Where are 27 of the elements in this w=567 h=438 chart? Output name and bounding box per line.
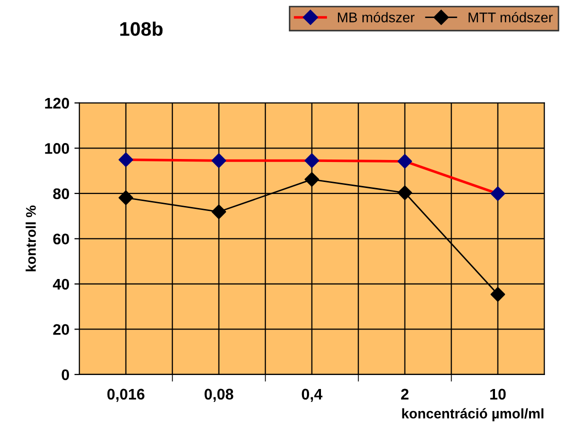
y-tick-label: 60 <box>53 234 70 244</box>
y-tick-label: 100 <box>45 143 70 154</box>
point <box>398 154 412 169</box>
point <box>118 190 134 206</box>
x-tick-label: 2 <box>401 388 408 400</box>
y-tick-label: 120 <box>45 98 70 109</box>
point <box>212 204 226 220</box>
x-tick-label: 0,4 <box>302 388 322 402</box>
legend-label: MB módszer <box>338 12 415 22</box>
point <box>304 172 320 187</box>
y-tick-label: 40 <box>52 278 70 290</box>
legend-label: MTT módszer <box>468 12 553 22</box>
y-tick-label: 80 <box>53 188 70 200</box>
x-tick-label: 10 <box>490 388 506 400</box>
point <box>304 153 320 168</box>
y-tick-label: 20 <box>53 324 70 335</box>
point <box>212 153 226 168</box>
y-tick-label: 0 <box>62 369 70 380</box>
point <box>398 185 412 200</box>
x-axis-title: koncentráció µmol/ml <box>402 408 544 422</box>
x-tick-label: 0,016 <box>107 388 144 402</box>
chart-title: 108b <box>120 22 163 36</box>
point <box>118 152 134 168</box>
y-axis-title: kontroll % <box>26 206 36 272</box>
x-tick-label: 0,08 <box>204 388 234 402</box>
point <box>490 287 506 302</box>
point <box>490 186 506 201</box>
